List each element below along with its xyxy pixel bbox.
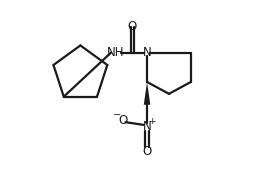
Text: +: +	[148, 117, 155, 126]
Text: N: N	[143, 46, 152, 59]
Text: O: O	[128, 20, 137, 33]
Text: NH: NH	[107, 46, 125, 59]
Text: −: −	[113, 110, 122, 120]
Text: N: N	[143, 120, 152, 133]
Text: O: O	[119, 114, 128, 127]
Polygon shape	[144, 82, 150, 105]
Text: O: O	[142, 145, 152, 158]
